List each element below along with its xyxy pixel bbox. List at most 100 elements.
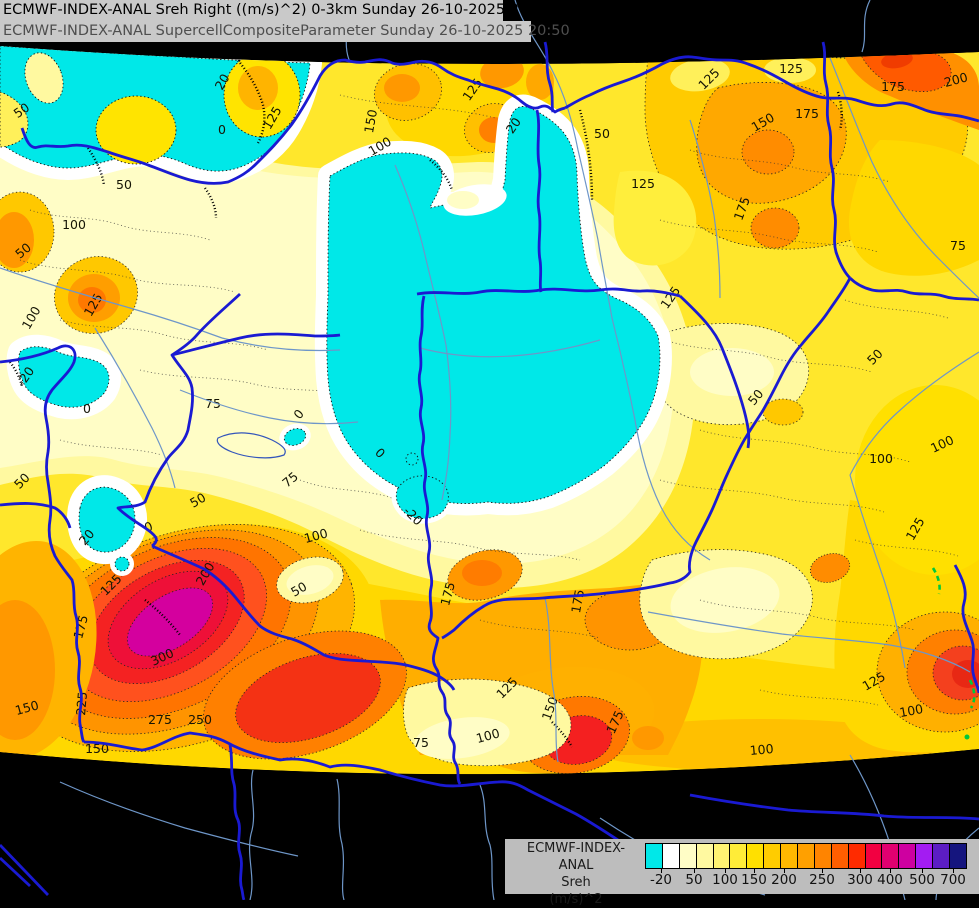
cream-spot-mid-core <box>286 565 334 595</box>
cream-core-southeast-center <box>670 567 780 633</box>
legend-tick-mark <box>860 869 861 873</box>
deep-orange-spot-ne2 <box>750 207 800 249</box>
legend-parameter: Sreh <box>561 875 591 890</box>
danube-south <box>417 295 462 785</box>
contour-label: 50 <box>594 126 610 141</box>
yellow-hole-ne1 <box>670 58 730 92</box>
legend-tick-mark <box>922 869 923 873</box>
contour-label: 75 <box>950 238 966 253</box>
contour-label: 150 <box>361 108 380 134</box>
legend-color-bar <box>645 843 967 869</box>
contour-label: 20 <box>212 71 233 92</box>
island-pale-1 <box>24 52 64 104</box>
cyan-patch-west <box>78 486 136 553</box>
stipple-hatch <box>9 57 843 748</box>
orange-core-topcenter1 <box>384 74 420 102</box>
hotspot-core-magenta <box>126 587 214 657</box>
border-vertical-north <box>543 41 555 113</box>
legend-title: ECMWF-INDEX-ANAL <box>526 841 626 873</box>
cyan-central-mass <box>326 106 661 504</box>
island-gold-2 <box>95 95 177 165</box>
contour-label: 0 <box>83 401 91 416</box>
legend-color-cell <box>949 844 966 868</box>
legend-tick-label: 400 <box>877 872 903 888</box>
contour-label: 100 <box>898 701 924 720</box>
hotspot-east-red <box>235 653 381 743</box>
contour-label: 0 <box>218 122 226 137</box>
deep-orange-west2 <box>78 287 106 313</box>
deep-orange-spot-mid1 <box>462 560 502 586</box>
contour-label: 150 <box>13 697 40 718</box>
legend-color-cell <box>830 844 848 868</box>
border-horizontal-west2 <box>171 332 341 357</box>
contour-label: 200 <box>942 69 969 90</box>
orange-west-edge1 <box>0 212 34 268</box>
legend-color-cell <box>661 844 679 868</box>
border-north-east <box>564 55 979 123</box>
legend-color-cell <box>678 844 696 868</box>
legend-color-cell <box>729 844 747 868</box>
legend-tick-label: 700 <box>940 872 966 888</box>
green-contours <box>931 567 976 709</box>
legend-color-cell <box>797 844 814 868</box>
border-east <box>849 276 979 302</box>
legend-tick-label: -20 <box>649 872 673 888</box>
cyan-bit-4 <box>114 556 130 572</box>
gold-east-mid <box>855 385 979 575</box>
legend-tick-mark <box>754 869 755 873</box>
title-bar-primary: ECMWF-INDEX-ANAL Sreh Right ((m/s)^2) 0-… <box>0 0 552 21</box>
legend-tick-mark <box>784 869 785 873</box>
borders-thick <box>0 41 979 900</box>
contour-label: 50 <box>187 490 208 511</box>
legend-color-cell <box>763 844 781 868</box>
legend-tick-mark <box>661 869 662 873</box>
contour-label: 125 <box>779 61 803 76</box>
legend-color-cell <box>780 844 798 868</box>
cream-core-bottom-center <box>414 717 510 759</box>
legend-tick-mark <box>890 869 891 873</box>
legend-color-cell <box>932 844 950 868</box>
legend-color-cell <box>847 844 865 868</box>
legend-tick-label: 150 <box>741 872 767 888</box>
legend-text: ECMWF-INDEX-ANAL Sreh (m/s)^2 <box>511 840 641 908</box>
legend-color-cell <box>646 844 662 868</box>
border-slovenia-chain <box>0 344 86 743</box>
tisza-southwest <box>441 277 852 640</box>
legend-tick-label: 250 <box>809 872 835 888</box>
contour-label: 100 <box>869 451 893 466</box>
cyan-bit-1 <box>283 428 307 446</box>
legend-tick-mark <box>822 869 823 873</box>
title-bar-secondary: ECMWF-INDEX-ANAL SupercellCompositeParam… <box>0 21 570 42</box>
contour-label: 250 <box>188 712 212 727</box>
legend-tick-label: 50 <box>685 872 703 888</box>
lake-balaton-outline <box>216 432 286 459</box>
contour-label: 125 <box>631 176 655 191</box>
legend-color-cell <box>746 844 764 868</box>
border-vertical-black <box>228 744 246 900</box>
contour-label: 175 <box>795 106 819 121</box>
contour-label: 275 <box>148 712 172 727</box>
contour-label: 100 <box>302 525 329 546</box>
legend-color-cell <box>881 844 899 868</box>
border-west-hungary <box>116 292 241 548</box>
deep-orange-spot-ne1 <box>741 129 795 175</box>
islands-in-band <box>0 52 301 165</box>
legend-color-cell <box>813 844 831 868</box>
legend-tick-mark <box>725 869 726 873</box>
orange-west-bottom <box>0 600 55 740</box>
border-mid-horizontal <box>416 287 681 298</box>
legend: ECMWF-INDEX-ANAL Sreh (m/s)^2 -20 50 100 15… <box>505 839 979 907</box>
amber-spot-ne-mid <box>762 398 804 426</box>
green-contour-dot <box>964 734 970 740</box>
orange-spot-east <box>809 553 851 583</box>
contour-label: 50 <box>11 100 33 121</box>
gold-region-east <box>848 140 979 276</box>
contour-label: 75 <box>205 396 221 411</box>
cream-gap-central <box>447 191 479 209</box>
legend-color-cell <box>712 844 730 868</box>
coastline-2 <box>0 856 31 888</box>
legend-color-cell <box>695 844 713 868</box>
contour-label: 50 <box>116 177 132 192</box>
